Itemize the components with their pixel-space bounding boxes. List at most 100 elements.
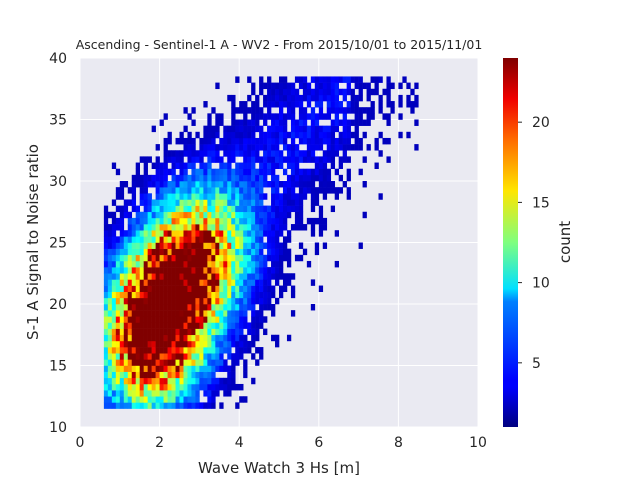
histogram-cell (346, 156, 351, 163)
histogram-cell (211, 236, 216, 243)
colorbar (503, 58, 518, 427)
histogram-cell (354, 119, 359, 126)
histogram-cell (143, 168, 148, 176)
histogram-cell (247, 144, 252, 151)
histogram-cell (279, 125, 284, 133)
histogram-cell (183, 285, 188, 292)
histogram-cell (179, 211, 184, 219)
histogram-cell (143, 359, 148, 366)
histogram-cell (239, 316, 244, 323)
histogram-cell (271, 199, 276, 206)
histogram-cell (211, 322, 216, 329)
histogram-cell (135, 353, 140, 360)
histogram-cell (239, 150, 244, 157)
histogram-cell (247, 187, 252, 194)
histogram-cell (219, 402, 224, 409)
histogram-cell (354, 76, 359, 83)
histogram-cell (171, 150, 176, 157)
histogram-cell (111, 359, 117, 366)
histogram-cell (207, 193, 212, 200)
histogram-cell (195, 242, 200, 249)
histogram-cell (282, 193, 288, 200)
histogram-cell (259, 353, 264, 360)
histogram-cell (139, 260, 144, 268)
histogram-cell (231, 199, 236, 206)
histogram-cell (207, 353, 212, 360)
histogram-cell (211, 304, 216, 311)
histogram-cell (195, 371, 200, 379)
histogram-cell (302, 181, 308, 188)
histogram-cell (115, 248, 121, 256)
histogram-cell (119, 402, 125, 409)
histogram-cell (163, 224, 168, 231)
histogram-cell (330, 107, 336, 114)
histogram-cell (175, 279, 180, 286)
histogram-cell (279, 291, 284, 299)
histogram-cell (374, 76, 379, 83)
histogram-cell (195, 205, 200, 213)
histogram-cell (314, 156, 320, 163)
histogram-cell (159, 316, 164, 323)
histogram-cell (195, 377, 200, 385)
histogram-cell (219, 174, 224, 182)
histogram-cell (215, 217, 220, 225)
histogram-cell (314, 174, 320, 182)
x-tick-labels: 0 2 4 6 8 10 (76, 435, 487, 451)
histogram-cell (167, 137, 172, 145)
histogram-cell (374, 88, 379, 96)
histogram-cell (127, 359, 133, 366)
histogram-cell (247, 285, 252, 292)
histogram-cell (131, 217, 137, 225)
histogram-cell (275, 94, 280, 102)
histogram-cell (358, 76, 363, 83)
histogram-cell (322, 131, 328, 139)
histogram-cell (147, 396, 152, 403)
histogram-cell (103, 371, 109, 379)
histogram-cell (366, 107, 371, 114)
histogram-cell (115, 187, 121, 194)
histogram-cell (187, 279, 192, 286)
histogram-cell (163, 396, 168, 403)
histogram-cell (103, 334, 109, 342)
histogram-cell (179, 340, 184, 348)
histogram-cell (147, 359, 152, 366)
histogram-cell (123, 310, 129, 317)
histogram-cell (231, 310, 236, 317)
histogram-cell (243, 291, 248, 299)
histogram-cell (247, 199, 252, 206)
histogram-cell (286, 211, 292, 219)
histogram-cell (191, 297, 196, 305)
histogram-cell (302, 88, 308, 96)
histogram-cell (163, 187, 168, 194)
histogram-cell (286, 144, 292, 151)
histogram-cell (239, 181, 244, 188)
histogram-cell (243, 193, 248, 200)
histogram-cell (223, 168, 228, 176)
histogram-cell (346, 131, 351, 139)
histogram-cell (279, 113, 284, 120)
histogram-cell (179, 162, 184, 169)
histogram-cell (195, 267, 200, 274)
histogram-cell (167, 310, 172, 317)
histogram-cell (191, 383, 196, 391)
histogram-cell (211, 334, 216, 342)
histogram-cell (155, 402, 160, 409)
histogram-cell (183, 396, 188, 403)
histogram-cell (223, 279, 228, 286)
histogram-cell (271, 131, 276, 139)
histogram-cell (255, 347, 260, 354)
histogram-cell (227, 353, 232, 360)
histogram-cell (251, 162, 256, 169)
histogram-cell (267, 236, 272, 243)
histogram-cell (203, 242, 208, 249)
histogram-cell (127, 340, 133, 348)
histogram-cell (155, 347, 160, 354)
histogram-cell (123, 402, 129, 409)
histogram-cell (207, 347, 212, 354)
x-tick-label: 6 (314, 435, 323, 451)
histogram-cell (219, 113, 224, 120)
histogram-cell (310, 131, 316, 139)
histogram-cell (195, 396, 200, 403)
histogram-cell (159, 291, 164, 299)
